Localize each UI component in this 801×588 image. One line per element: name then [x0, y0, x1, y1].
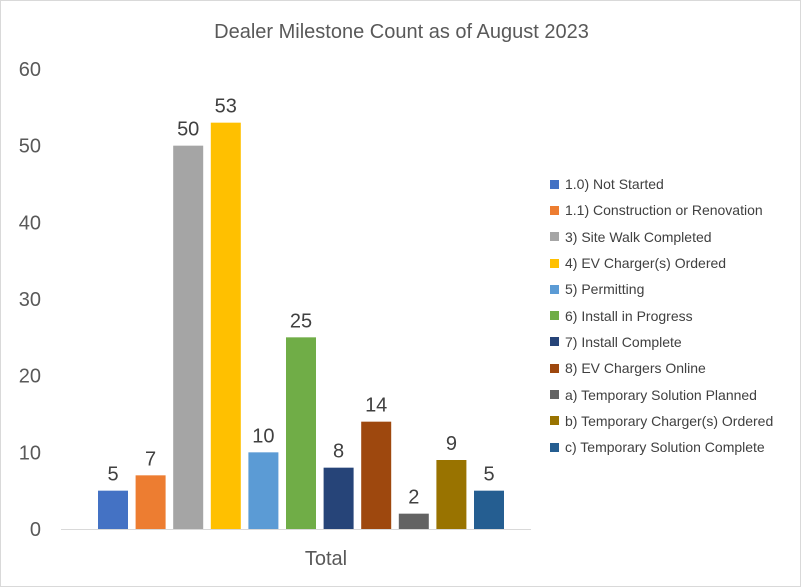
data-label: 5: [483, 464, 494, 486]
legend-item: 7) Install Complete: [550, 329, 800, 355]
y-tick-label: 40: [19, 212, 41, 234]
data-label: 14: [365, 395, 387, 417]
legend-swatch: [550, 311, 559, 321]
legend-label: 1.0) Not Started: [565, 176, 664, 193]
chart-legend: 1.0) Not Started 1.1) Construction or Ren…: [550, 171, 800, 460]
y-tick-label: 60: [19, 59, 41, 81]
data-label: 10: [252, 425, 274, 447]
bar-9: [398, 513, 429, 529]
x-category-label: Total: [305, 548, 347, 570]
y-tick-label: 30: [19, 289, 41, 311]
legend-label: 1.1) Construction or Renovation: [565, 202, 763, 219]
y-tick-label: 20: [19, 366, 41, 388]
bar-8: [361, 421, 392, 529]
legend-item: 1.1) Construction or Renovation: [550, 197, 800, 223]
legend-item: 5) Permitting: [550, 276, 800, 302]
data-label: 5: [107, 464, 118, 486]
legend-swatch: [550, 416, 559, 426]
bar-11: [474, 490, 504, 529]
bar-2: [135, 475, 166, 529]
legend-item: 4) EV Charger(s) Ordered: [550, 250, 800, 276]
legend-swatch: [550, 205, 559, 215]
bar-7: [323, 467, 354, 529]
data-label: 2: [408, 487, 419, 509]
legend-swatch: [550, 390, 559, 400]
legend-swatch: [550, 337, 559, 347]
chart-title: Dealer Milestone Count as of August 2023: [214, 21, 589, 43]
y-tick-label: 50: [19, 136, 41, 158]
bar-6: [286, 337, 316, 529]
legend-item: 3) Site Walk Completed: [550, 224, 800, 250]
bar-4: [210, 122, 241, 530]
legend-item: a) Temporary Solution Planned: [550, 381, 800, 407]
legend-swatch: [550, 442, 559, 452]
bar-10: [436, 460, 467, 529]
bar-5: [248, 452, 279, 529]
legend-label: 7) Install Complete: [565, 333, 682, 350]
legend-swatch: [550, 232, 559, 242]
legend-label: c) Temporary Solution Complete: [565, 439, 765, 456]
legend-label: b) Temporary Charger(s) Ordered: [565, 412, 774, 429]
data-label: 7: [145, 448, 156, 470]
legend-item: 6) Install in Progress: [550, 302, 800, 328]
data-label: 9: [446, 433, 457, 455]
y-tick-label: 10: [19, 442, 41, 464]
legend-swatch: [550, 258, 559, 268]
data-label: 53: [215, 96, 237, 118]
legend-item: 8) EV Chargers Online: [550, 355, 800, 381]
bar-1: [98, 490, 128, 529]
legend-label: a) Temporary Solution Planned: [565, 386, 757, 403]
legend-swatch: [550, 284, 559, 294]
legend-label: 4) EV Charger(s) Ordered: [565, 255, 727, 272]
data-label: 50: [177, 119, 199, 141]
data-label: 25: [290, 310, 312, 332]
legend-item: 1.0) Not Started: [550, 171, 800, 197]
legend-label: 8) EV Chargers Online: [565, 360, 706, 377]
legend-item: b) Temporary Charger(s) Ordered: [550, 408, 800, 434]
legend-label: 5) Permitting: [565, 281, 645, 298]
legend-swatch: [550, 363, 559, 373]
data-label: 8: [333, 441, 344, 463]
legend-label: 3) Site Walk Completed: [565, 228, 712, 245]
y-tick-label: 0: [30, 519, 41, 541]
bar-3: [173, 145, 204, 529]
legend-swatch: [550, 179, 559, 189]
legend-label: 6) Install in Progress: [565, 307, 693, 324]
legend-item: c) Temporary Solution Complete: [550, 434, 800, 460]
